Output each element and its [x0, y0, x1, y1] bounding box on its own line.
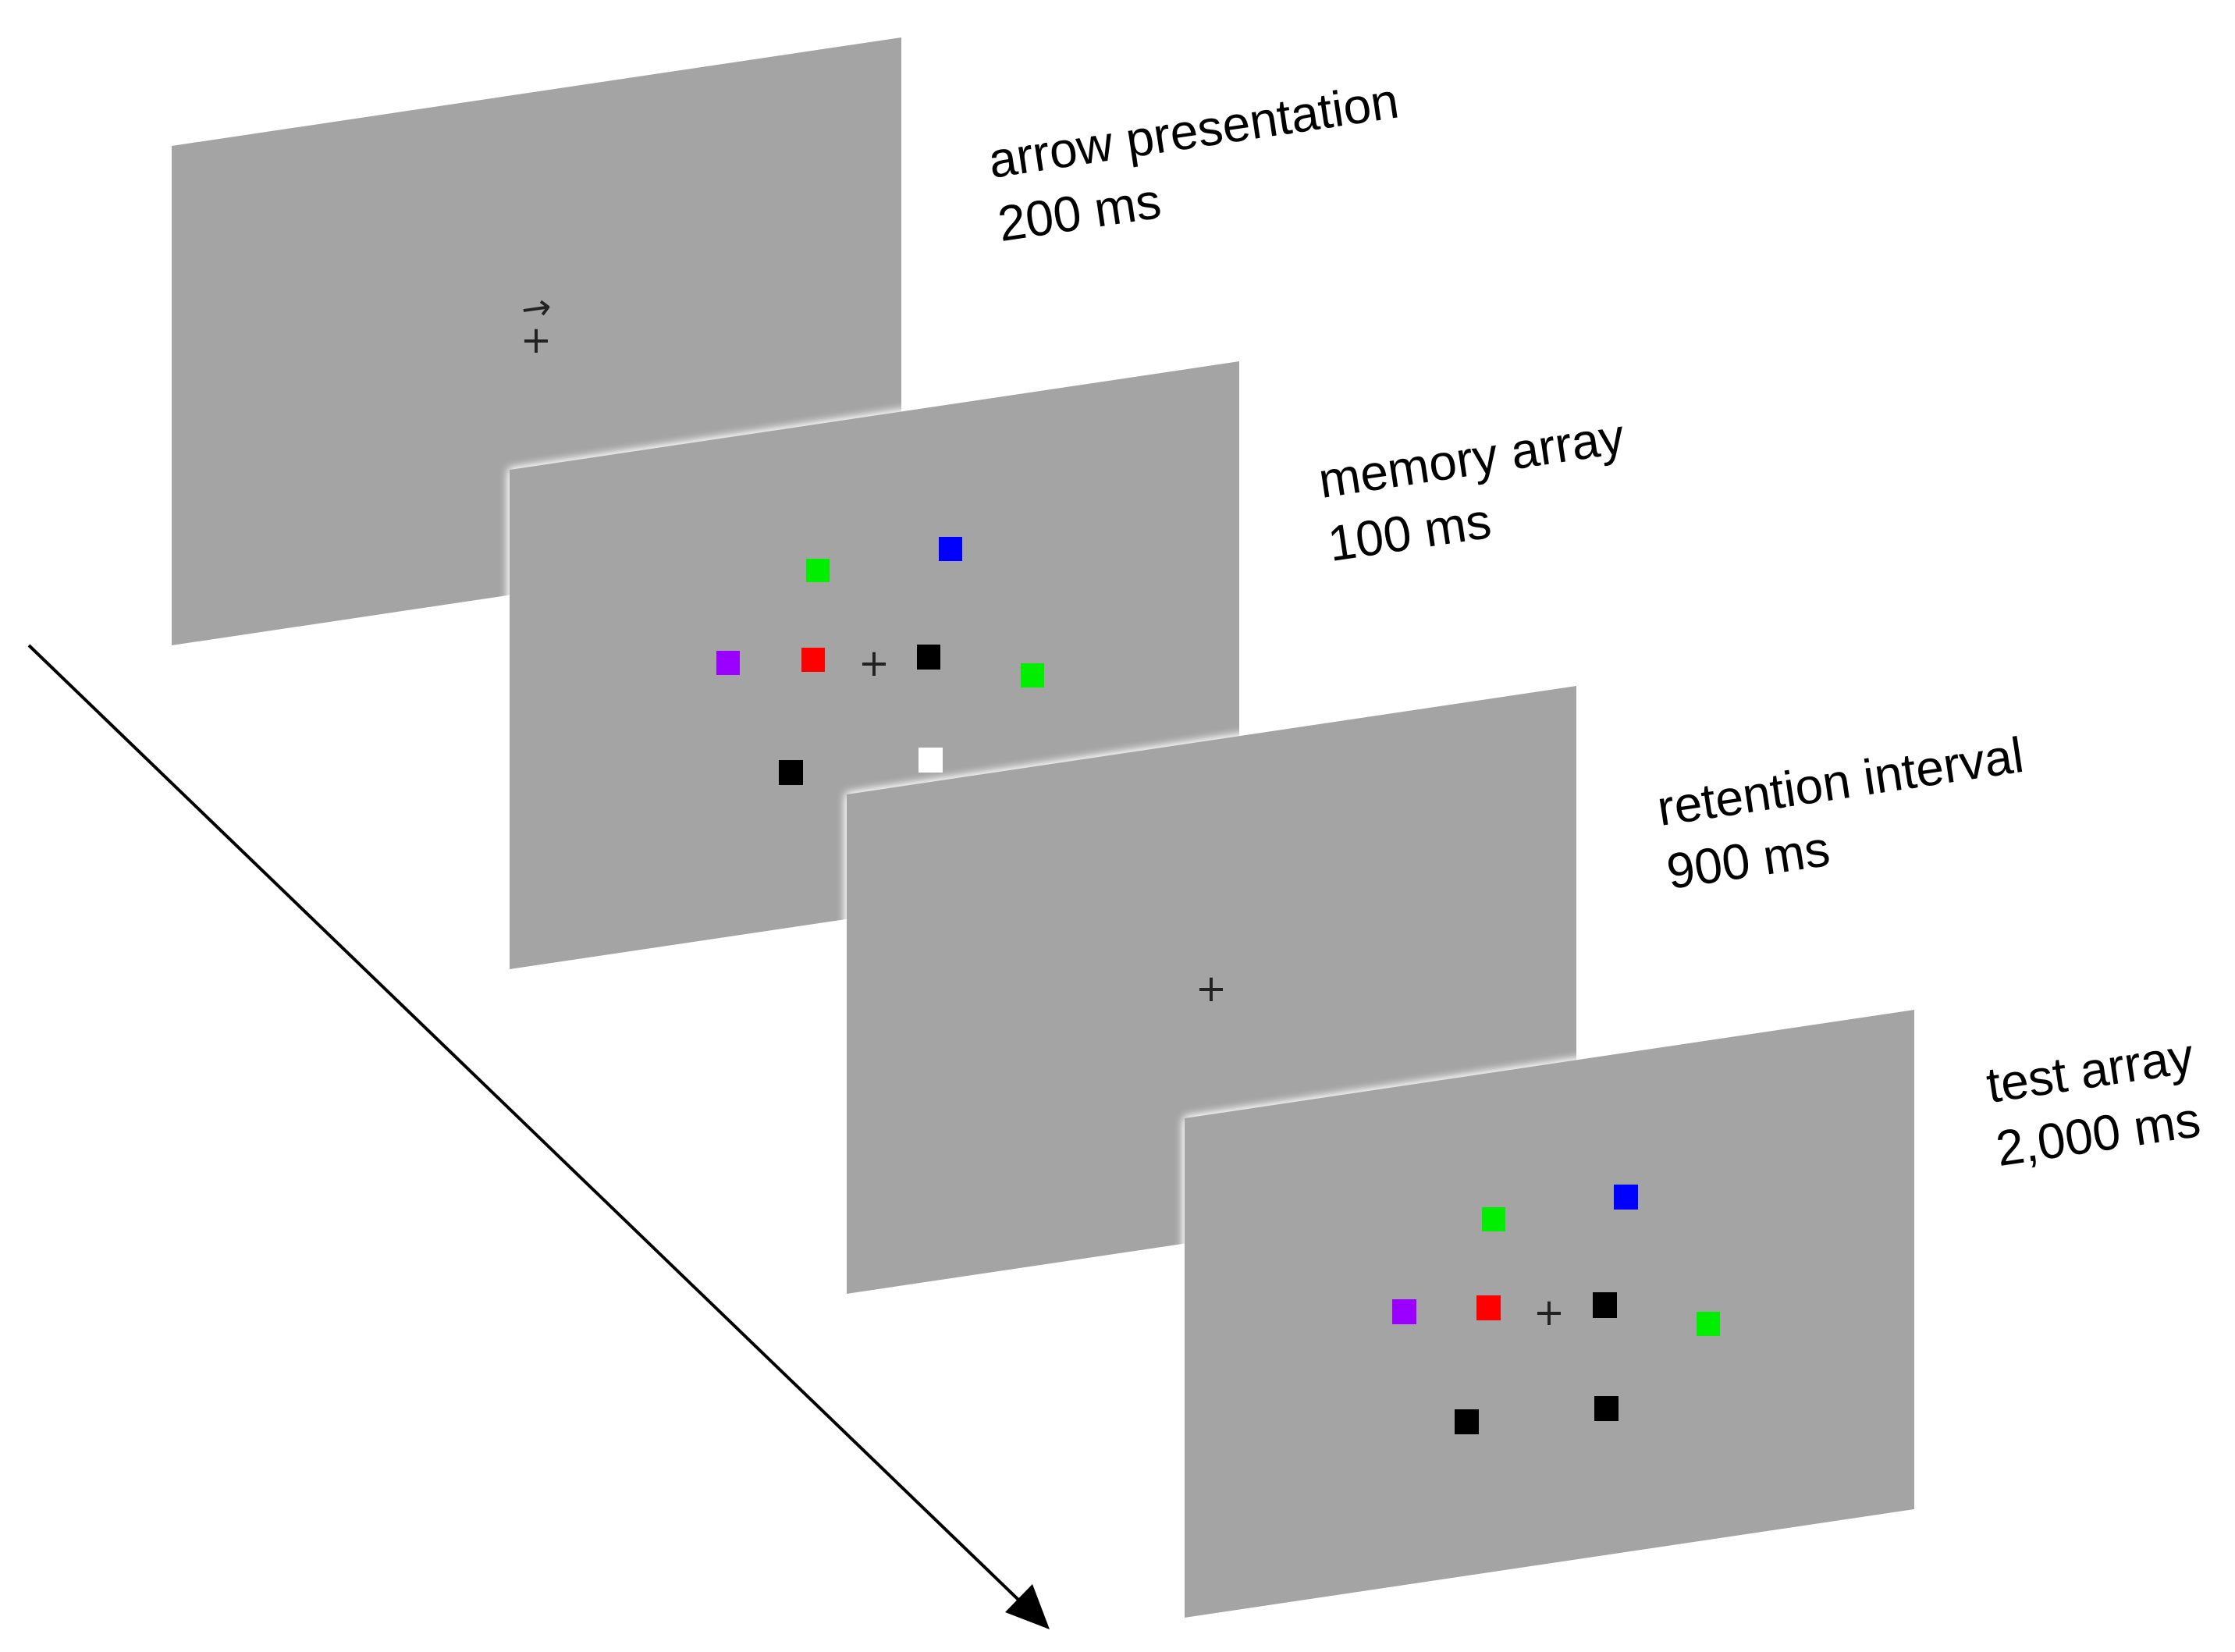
- color-square-blue: [939, 537, 962, 561]
- color-square-white: [919, 748, 943, 773]
- fixation-cross: +: [1196, 967, 1227, 1011]
- color-square-green: [806, 559, 830, 582]
- color-square-green: [1697, 1312, 1720, 1336]
- frame-title: memory array: [1315, 407, 1628, 509]
- frame-test-array: + test array 2,000 ms: [1185, 1010, 2204, 1618]
- screen-panel: [1185, 1010, 1914, 1618]
- color-square-black: [1593, 1292, 1617, 1318]
- arrow-down-right-icon: [1005, 1584, 1050, 1629]
- color-square-black: [1594, 1396, 1619, 1421]
- color-square-red: [801, 648, 825, 672]
- fixation-cross: +: [858, 641, 890, 685]
- color-square-red: [1476, 1295, 1501, 1320]
- fixation-cross: +: [521, 318, 552, 362]
- color-square-black: [917, 645, 940, 670]
- color-square-purple: [716, 651, 740, 675]
- color-square-purple: [1392, 1299, 1416, 1324]
- frame-title: retention interval: [1654, 727, 2027, 837]
- color-square-black: [1455, 1409, 1479, 1434]
- frame-title: arrow presentation: [985, 72, 1402, 189]
- color-square-black: [779, 760, 803, 785]
- fixation-cross: +: [1533, 1291, 1565, 1334]
- time-arrow: [27, 644, 1050, 1629]
- color-square-blue: [1614, 1185, 1638, 1210]
- color-square-green: [1482, 1207, 1505, 1231]
- color-square-green: [1021, 663, 1044, 687]
- cue-arrow: →: [518, 285, 554, 331]
